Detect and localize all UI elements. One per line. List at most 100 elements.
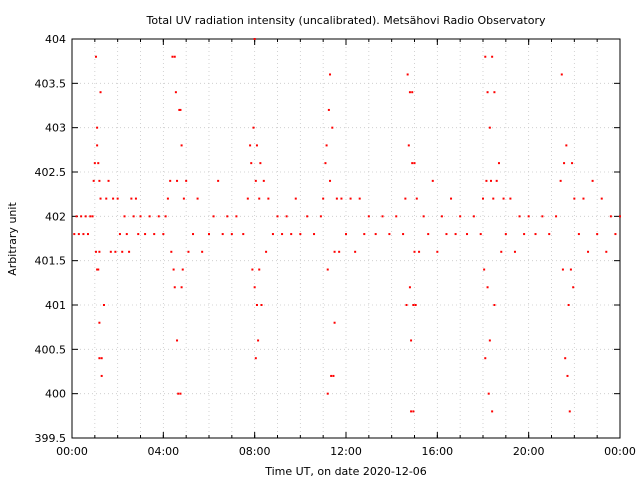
data-point [402, 233, 405, 236]
data-point [89, 215, 92, 218]
data-point [412, 304, 415, 306]
data-point [541, 215, 544, 218]
data-point [488, 339, 491, 342]
data-point [565, 144, 568, 147]
x-tick-label: 00:00 [604, 445, 636, 458]
data-point [276, 215, 279, 218]
data-point [555, 215, 558, 218]
data-point [178, 108, 181, 111]
data-point [181, 268, 184, 271]
y-axis-label: Arbitrary unit [6, 202, 19, 276]
data-point [410, 410, 413, 413]
data-point [98, 321, 101, 324]
data-point [325, 144, 328, 147]
data-point [258, 268, 261, 271]
data-point [488, 126, 491, 129]
data-point [75, 215, 78, 218]
data-point [504, 233, 507, 236]
data-point [107, 179, 110, 182]
data-point [482, 197, 484, 200]
data-point [335, 197, 338, 200]
data-point [97, 268, 100, 271]
data-point [290, 233, 293, 236]
data-point [132, 215, 135, 218]
data-point [112, 197, 115, 200]
data-point [281, 233, 284, 236]
data-point [257, 339, 260, 342]
data-point [459, 215, 462, 218]
data-point [500, 250, 503, 253]
x-tick-label: 04:00 [147, 445, 179, 458]
data-point [246, 197, 249, 200]
data-point [249, 144, 252, 147]
x-tick-label: 16:00 [421, 445, 453, 458]
data-point [479, 233, 482, 236]
data-point [492, 197, 495, 200]
data-point [502, 197, 505, 200]
data-point [121, 250, 124, 253]
data-point [333, 321, 336, 324]
data-point [523, 233, 526, 236]
data-point [497, 162, 500, 165]
data-point [509, 197, 512, 200]
data-point [491, 410, 494, 413]
data-point [242, 233, 245, 236]
data-point [518, 215, 521, 218]
data-point [116, 197, 119, 200]
data-point [561, 268, 564, 271]
y-tick-label: 399.5 [35, 432, 67, 445]
data-point [105, 197, 108, 200]
data-point [329, 179, 332, 182]
data-point [176, 339, 179, 342]
data-point [173, 286, 176, 289]
data-point [179, 392, 182, 395]
data-point [125, 233, 128, 236]
data-point [489, 179, 492, 182]
data-point [445, 233, 448, 236]
data-point [466, 233, 469, 236]
data-point [483, 268, 486, 271]
data-point [591, 179, 594, 182]
data-point [381, 215, 384, 218]
data-point [306, 215, 309, 218]
data-point [299, 233, 302, 236]
data-point [172, 268, 175, 271]
data-point [422, 215, 425, 218]
data-point [208, 233, 210, 236]
data-point [73, 233, 76, 236]
data-point [418, 250, 421, 253]
x-tick-label: 08:00 [239, 445, 271, 458]
data-points [73, 38, 621, 413]
y-tick-label: 402 [45, 210, 66, 223]
data-point [109, 250, 112, 253]
data-point [605, 250, 608, 253]
data-point [250, 162, 253, 165]
data-point [571, 162, 574, 165]
data-point [153, 233, 156, 236]
data-point [493, 91, 496, 94]
data-point [415, 197, 418, 200]
data-point [180, 144, 183, 147]
grid [72, 38, 620, 439]
data-point [162, 233, 165, 236]
x-tick-label: 00:00 [56, 445, 88, 458]
data-point [91, 215, 94, 218]
data-point [485, 179, 488, 182]
data-point [395, 215, 398, 218]
data-point [96, 268, 99, 271]
data-point [332, 374, 335, 377]
data-point [226, 215, 229, 218]
data-point [230, 233, 233, 236]
data-point [123, 215, 126, 218]
y-tick-label: 401 [45, 299, 66, 312]
data-point [173, 55, 176, 58]
data-point [77, 233, 80, 236]
data-point [221, 233, 224, 236]
x-axis-label: Time UT, on date 2020-12-06 [264, 465, 427, 478]
data-point [566, 374, 569, 377]
data-point [254, 179, 257, 182]
data-point [166, 197, 169, 200]
data-point [411, 162, 414, 165]
data-point [329, 73, 332, 76]
data-point [260, 304, 263, 306]
